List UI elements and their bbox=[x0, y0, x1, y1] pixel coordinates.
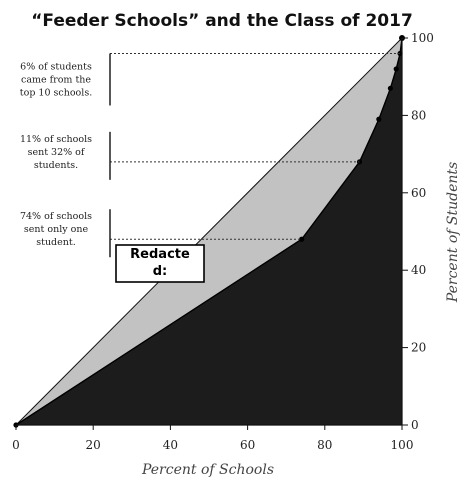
x-tick-label: 0 bbox=[12, 438, 20, 452]
y-tick-label: 0 bbox=[411, 418, 419, 432]
data-point bbox=[376, 116, 382, 122]
data-point bbox=[387, 85, 394, 91]
y-tick-label: 60 bbox=[411, 186, 426, 200]
equality-line bbox=[15, 37, 403, 426]
plot-area bbox=[13, 35, 405, 428]
data-point bbox=[397, 50, 403, 57]
axes: 0 20 40 60 80 100 0 20 40 60 80 100 bbox=[12, 31, 434, 452]
data-point bbox=[299, 236, 305, 242]
x-tick-label: 80 bbox=[317, 438, 332, 452]
x-axis-title: Percent of Schools bbox=[141, 462, 274, 478]
lorenz-line bbox=[15, 37, 403, 426]
data-point bbox=[393, 66, 399, 72]
x-tick-label: 60 bbox=[240, 438, 255, 452]
chart-title: “Feeder Schools” and the Class of 2017 bbox=[31, 11, 413, 31]
annotation-text: 6% of students bbox=[20, 61, 92, 72]
y-tick-label: 40 bbox=[411, 263, 426, 277]
annotation-text: sent only one bbox=[24, 224, 89, 235]
redaction-box bbox=[115, 244, 205, 283]
annotation-text: came from the bbox=[21, 74, 91, 85]
redaction-text: Redacte bbox=[130, 247, 190, 262]
annotation-text: student. bbox=[36, 237, 75, 248]
y-tick-label: 100 bbox=[411, 31, 434, 45]
annotation-text: students. bbox=[34, 160, 78, 171]
annotation-text: sent 32% of bbox=[28, 147, 86, 158]
annotation-text: top 10 schools. bbox=[20, 87, 92, 98]
x-tick-label: 40 bbox=[163, 438, 178, 452]
y-tick-label: 20 bbox=[411, 341, 426, 355]
annotation-text: 74% of schools bbox=[20, 211, 92, 222]
redaction: Redacte d: bbox=[115, 244, 205, 283]
annotations: 6% of students came from the top 10 school… bbox=[20, 52, 402, 258]
y-axis-title: Percent of Students bbox=[445, 162, 461, 303]
x-tick-label: 100 bbox=[391, 438, 414, 452]
lorenz-area bbox=[16, 38, 402, 425]
redaction-text: d: bbox=[153, 264, 168, 279]
annotation-text: 11% of schools bbox=[20, 134, 92, 145]
y-tick-label: 80 bbox=[411, 108, 426, 122]
x-tick-label: 20 bbox=[86, 438, 101, 452]
